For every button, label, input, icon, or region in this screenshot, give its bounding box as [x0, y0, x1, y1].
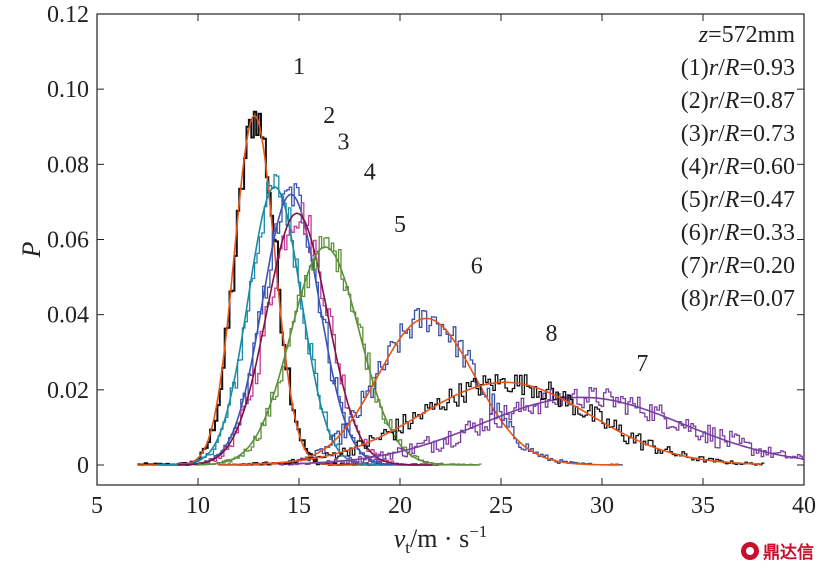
x-tick-label: 35 [691, 493, 715, 519]
y-tick-label: 0.02 [47, 378, 89, 404]
series-5-label: 5 [394, 212, 406, 238]
x-tick-label: 25 [489, 493, 513, 519]
legend-entry: (6)r/R=0.33 [681, 220, 795, 246]
series-2-fit-line [157, 186, 419, 466]
plot-frame [96, 13, 805, 486]
series-7-fit-line [278, 396, 803, 465]
x-axis-label: vt/m · s−1 [394, 522, 488, 557]
series-1-label: 1 [293, 54, 305, 80]
series-2-data-line [157, 174, 422, 466]
series-3-label: 3 [337, 129, 349, 155]
y-axis-label: P [17, 241, 46, 258]
legend-entry: (2)r/R=0.87 [681, 88, 795, 114]
legend-entry: (7)r/R=0.20 [681, 253, 795, 279]
series-8-fit-line [238, 381, 762, 466]
series-8-data-line [238, 374, 765, 466]
watermark: 鼎达信 [741, 538, 814, 563]
series-8-label: 8 [546, 321, 558, 347]
series-4-fit-line [177, 212, 439, 466]
x-tick-label: 40 [792, 493, 816, 519]
watermark-logo-icon [741, 541, 759, 560]
series-5: 5 [197, 212, 482, 466]
watermark-text: 鼎达信 [763, 543, 814, 563]
series-8: 8 [238, 321, 765, 466]
y-tick-label: 0 [77, 453, 89, 479]
legend-entry: z=572mm [698, 22, 796, 48]
x-tick-label: 5 [91, 493, 103, 519]
y-tick-label: 0.08 [47, 152, 89, 178]
series-2-label: 2 [323, 103, 335, 129]
series-4-data-line [177, 202, 442, 466]
x-tick-label: 20 [388, 493, 412, 519]
legend-entry: (5)r/R=0.47 [681, 187, 795, 213]
series-4: 4 [177, 159, 442, 466]
x-tick-label: 30 [590, 493, 614, 519]
y-tick-label: 0.12 [47, 2, 89, 28]
series-7-label: 7 [636, 351, 648, 377]
series-5-fit-line [197, 246, 479, 466]
y-tick-label: 0.06 [47, 228, 89, 254]
x-tick-label: 10 [186, 493, 210, 519]
series-2: 2 [157, 103, 422, 466]
series-6-data-line [218, 307, 623, 466]
legend-entry: (3)r/R=0.73 [681, 121, 795, 147]
legend-entry: (1)r/R=0.93 [681, 55, 795, 81]
legend-entry: (4)r/R=0.60 [681, 154, 795, 180]
legend-entry: (8)r/R=0.07 [681, 286, 795, 312]
x-tick-label: 15 [287, 493, 311, 519]
y-tick-label: 0.04 [47, 303, 89, 329]
series-6-label: 6 [471, 253, 483, 279]
y-tick-label: 0.10 [47, 77, 89, 103]
series-4-label: 4 [364, 159, 376, 185]
